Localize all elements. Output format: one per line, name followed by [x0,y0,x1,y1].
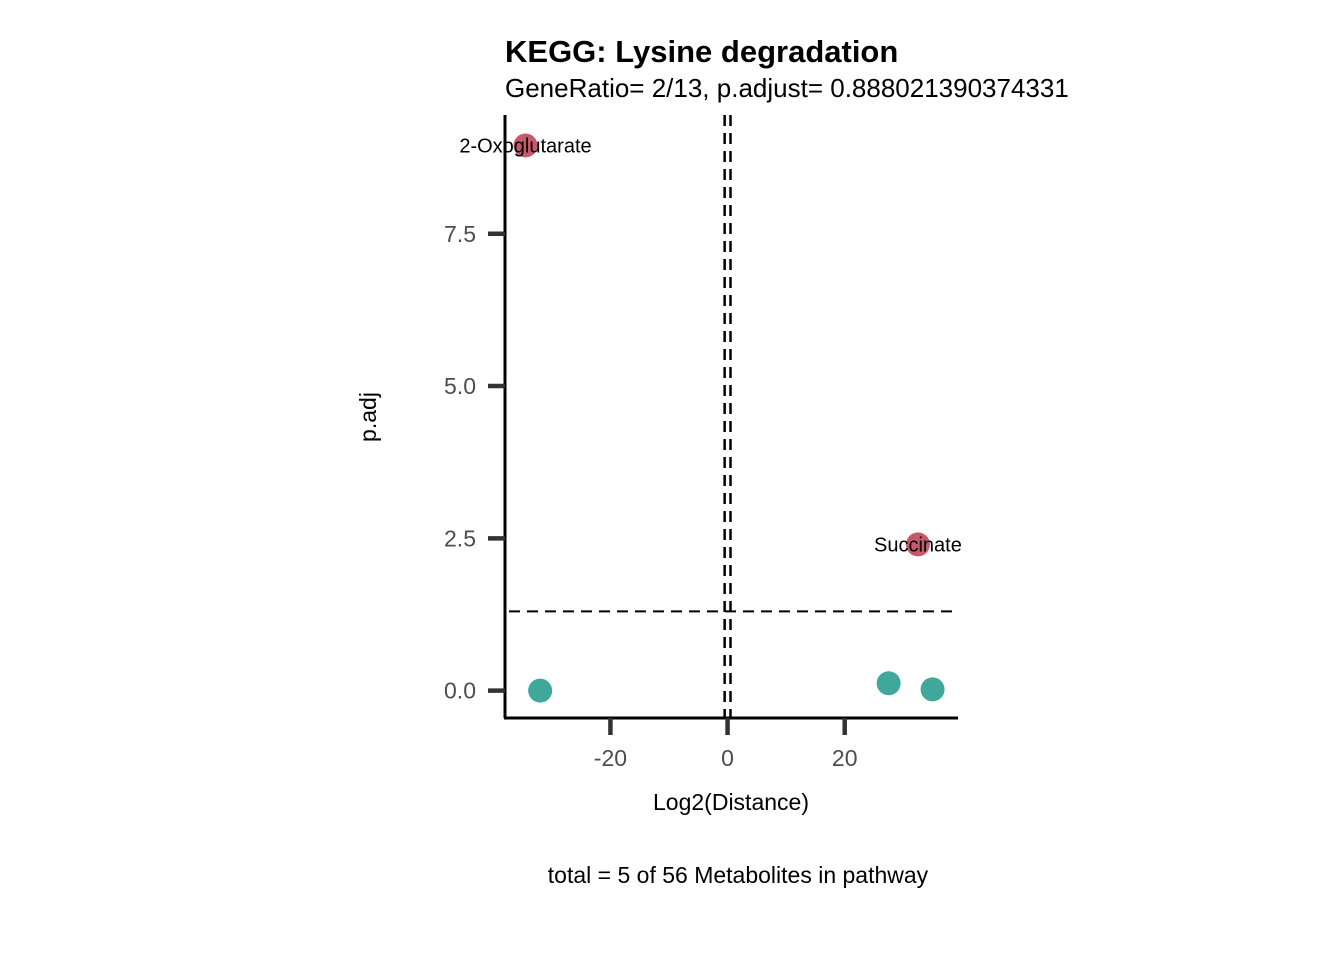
point-labels: 2-Oxoglutarate Succinate [459,135,961,556]
x-tick-label: 0 [721,745,734,771]
x-axis-title: Log2(Distance) [653,789,809,815]
y-tick-label: 7.5 [444,221,476,247]
y-tick-label: 0.0 [444,678,476,704]
axes [503,115,958,720]
significant-point [905,532,930,557]
chart-subtitle: GeneRatio= 2/13, p.adjust= 0.88802139037… [505,73,1069,103]
non-significant-point [528,678,553,703]
point-label: 2-Oxoglutarate [459,135,591,157]
x-tick-label: -20 [594,745,627,771]
x-tick-label: 20 [832,745,858,771]
chart-title: KEGG: Lysine degradation [505,34,898,69]
chart-caption: total = 5 of 56 Metabolites in pathway [548,862,929,888]
point-label: Succinate [874,534,962,556]
reference-lines [509,115,952,718]
data-points [513,133,945,703]
non-significant-point [876,671,901,696]
y-axis-ticks: 0.0 2.5 5.0 7.5 [444,221,505,704]
x-axis-ticks: -20 0 20 [594,718,858,771]
non-significant-point [920,677,945,702]
y-axis-title: p.adj [355,392,381,442]
significant-point [513,133,538,158]
y-tick-label: 2.5 [444,525,476,551]
y-tick-label: 5.0 [444,373,476,399]
